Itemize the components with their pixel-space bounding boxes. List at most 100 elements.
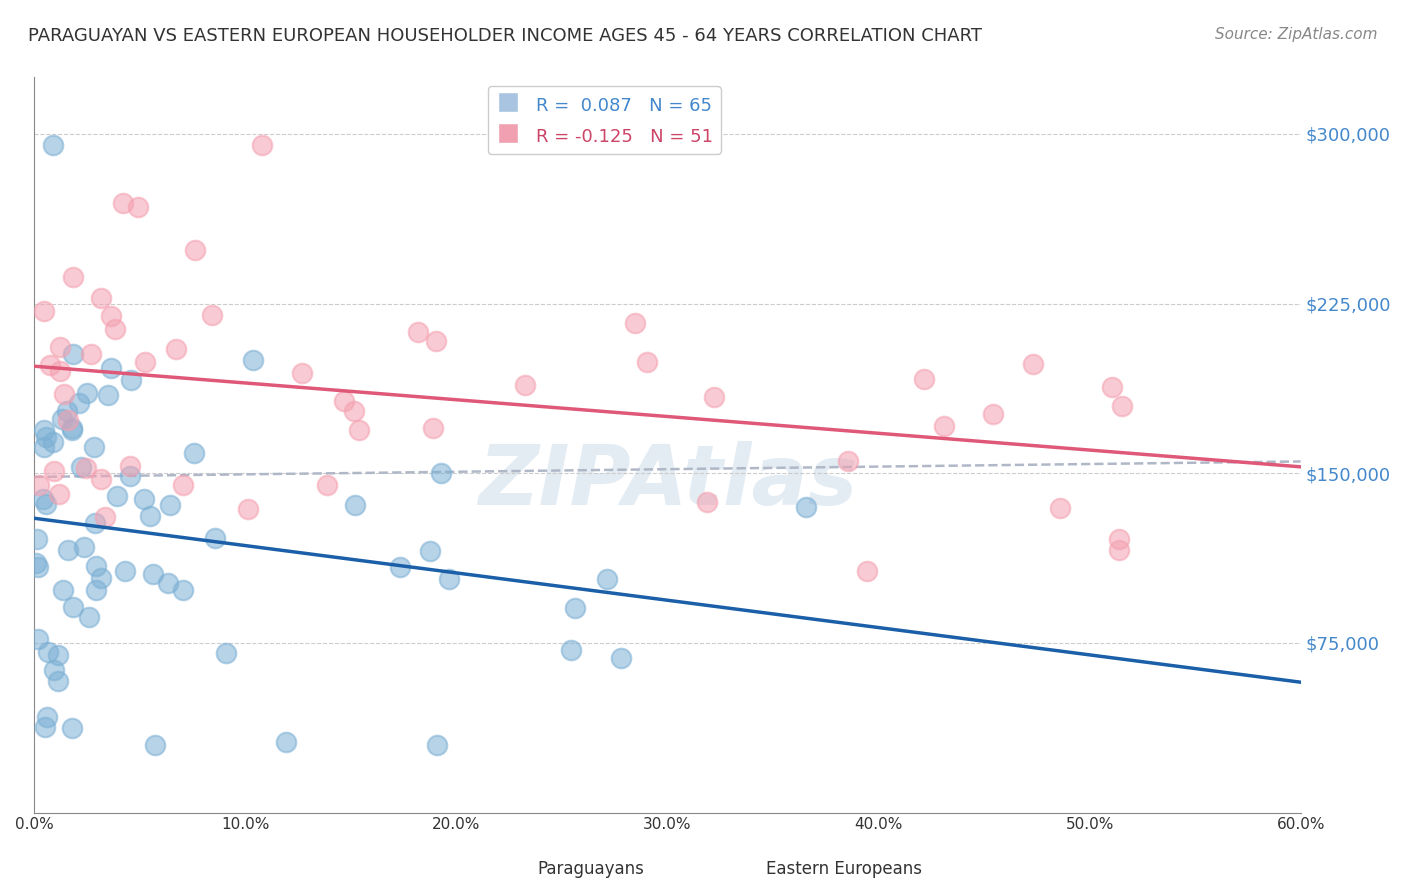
Point <box>422 420 444 434</box>
Point <box>236 501 259 516</box>
Text: PARAGUAYAN VS EASTERN EUROPEAN HOUSEHOLDER INCOME AGES 45 - 64 YEARS CORRELATION: PARAGUAYAN VS EASTERN EUROPEAN HOUSEHOLD… <box>28 27 983 45</box>
Point <box>84 558 107 573</box>
Point <box>165 342 187 356</box>
Point <box>24 556 46 570</box>
Point <box>183 446 205 460</box>
Point <box>34 720 56 734</box>
Point <box>111 196 134 211</box>
Point <box>60 423 83 437</box>
Point <box>343 499 366 513</box>
Point <box>172 478 194 492</box>
Point <box>515 378 537 392</box>
Point <box>27 559 49 574</box>
Point <box>77 610 100 624</box>
Point <box>83 440 105 454</box>
Point <box>80 346 103 360</box>
Point <box>46 674 69 689</box>
Point <box>1111 399 1133 413</box>
Point <box>56 403 79 417</box>
Point <box>90 571 112 585</box>
Point <box>51 412 73 426</box>
Point <box>1108 543 1130 558</box>
Point <box>32 303 55 318</box>
Point <box>426 738 449 752</box>
Point <box>388 560 411 574</box>
Point <box>69 460 91 475</box>
Point <box>90 472 112 486</box>
Point <box>200 308 222 322</box>
Point <box>430 467 453 481</box>
Point <box>56 542 79 557</box>
Point <box>425 334 447 348</box>
Point <box>912 372 935 386</box>
Text: ZIPAtlas: ZIPAtlas <box>478 442 858 522</box>
Point <box>343 403 366 417</box>
Point <box>291 366 314 380</box>
Point <box>100 361 122 376</box>
Point <box>76 385 98 400</box>
Point <box>1021 357 1043 371</box>
Point <box>274 735 297 749</box>
Point <box>609 651 631 665</box>
Point <box>48 487 70 501</box>
Point <box>52 387 75 401</box>
Point <box>38 358 60 372</box>
Point <box>32 491 55 506</box>
Point <box>560 642 582 657</box>
Point <box>636 355 658 369</box>
Point <box>406 325 429 339</box>
Point <box>120 373 142 387</box>
Point <box>35 430 58 444</box>
Text: Eastern Europeans: Eastern Europeans <box>766 860 921 878</box>
Point <box>1101 379 1123 393</box>
Text: Paraguayans: Paraguayans <box>537 860 644 878</box>
Point <box>252 138 274 153</box>
Point <box>62 721 84 735</box>
Point <box>83 516 105 530</box>
Point <box>52 582 75 597</box>
Point <box>624 316 647 330</box>
Point <box>145 738 167 752</box>
Point <box>333 394 356 409</box>
Point <box>172 583 194 598</box>
Point <box>35 710 58 724</box>
Point <box>94 510 117 524</box>
Point <box>27 632 49 647</box>
Point <box>242 353 264 368</box>
Point <box>48 364 70 378</box>
Point <box>134 491 156 506</box>
Point <box>62 599 84 614</box>
Point <box>127 200 149 214</box>
Point <box>46 648 69 662</box>
Point <box>120 458 142 473</box>
Point <box>156 576 179 591</box>
Point <box>855 564 877 578</box>
Point <box>932 418 955 433</box>
Point <box>37 645 59 659</box>
Point <box>134 355 156 369</box>
Point <box>596 572 619 586</box>
Point <box>104 322 127 336</box>
Point <box>62 270 84 285</box>
Point <box>347 423 370 437</box>
Point <box>696 495 718 509</box>
Point <box>49 340 72 354</box>
Point <box>118 469 141 483</box>
Point <box>204 532 226 546</box>
Point <box>75 461 97 475</box>
Point <box>159 499 181 513</box>
Point <box>316 478 339 492</box>
Point <box>32 440 55 454</box>
Point <box>32 423 55 437</box>
Point <box>42 138 65 153</box>
Point <box>35 497 58 511</box>
Point <box>142 567 165 582</box>
Point <box>100 309 122 323</box>
Point <box>28 477 51 491</box>
Point <box>84 583 107 598</box>
Point <box>67 396 90 410</box>
Point <box>42 434 65 449</box>
Point <box>564 601 586 615</box>
Point <box>139 509 162 524</box>
Point <box>62 347 84 361</box>
